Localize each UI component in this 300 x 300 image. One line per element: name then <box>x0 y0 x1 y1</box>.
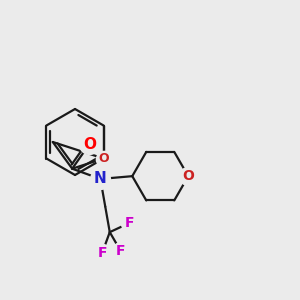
Text: F: F <box>125 216 134 230</box>
Text: O: O <box>98 152 109 165</box>
Text: F: F <box>116 244 125 258</box>
Text: O: O <box>182 169 194 183</box>
Text: F: F <box>98 246 107 260</box>
Text: O: O <box>83 136 96 152</box>
Text: N: N <box>94 172 107 187</box>
